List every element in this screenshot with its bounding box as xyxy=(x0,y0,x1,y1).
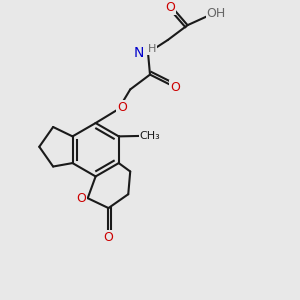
Text: O: O xyxy=(76,192,86,205)
Text: N: N xyxy=(134,46,144,60)
Text: OH: OH xyxy=(207,7,226,20)
Text: H: H xyxy=(148,44,156,54)
Text: O: O xyxy=(170,81,180,94)
Text: CH₃: CH₃ xyxy=(140,131,160,141)
Text: O: O xyxy=(165,1,175,14)
Text: O: O xyxy=(103,231,113,244)
Text: O: O xyxy=(117,101,127,114)
